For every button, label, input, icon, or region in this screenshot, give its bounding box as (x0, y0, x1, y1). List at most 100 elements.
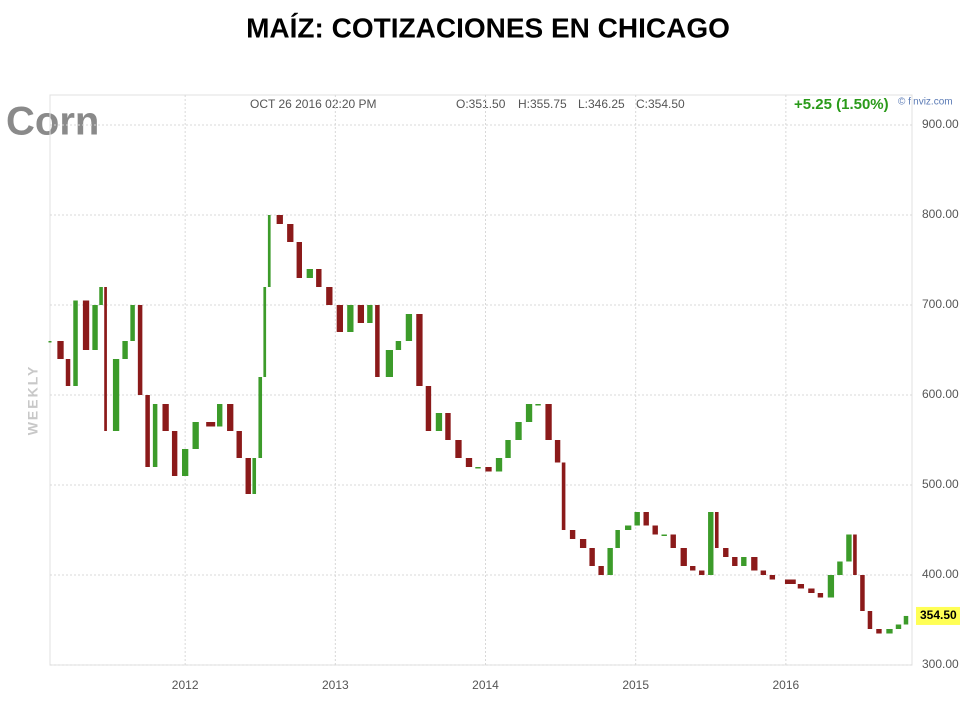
candle (425, 386, 432, 431)
candle (797, 584, 805, 589)
candle (416, 314, 423, 386)
candle (306, 269, 313, 278)
candle (827, 575, 835, 598)
candle (680, 548, 687, 566)
candle (903, 615, 909, 625)
y-tick-label: 900.00 (922, 117, 959, 131)
candle (525, 404, 533, 422)
candle (661, 534, 667, 536)
candle (589, 548, 595, 566)
candle (122, 341, 128, 359)
candle (171, 431, 178, 476)
candle (130, 305, 135, 341)
ohlc-close: C:354.50 (636, 97, 685, 111)
x-tick-label: 2014 (472, 678, 499, 692)
candle (867, 611, 873, 629)
candle (65, 359, 71, 386)
y-tick-label: 500.00 (922, 477, 959, 491)
candle (287, 224, 294, 242)
chart-title: MAÍZ: COTIZACIONES EN CHICAGO (246, 12, 730, 43)
period-label: WEEKLY (25, 365, 41, 436)
change: +5.25 (1.50%) (794, 96, 889, 113)
candle (615, 530, 620, 548)
candle (455, 440, 462, 458)
candle (607, 548, 613, 575)
source: © finviz.com (898, 97, 953, 108)
candle (104, 287, 107, 431)
candle (258, 377, 263, 458)
last-price-label: 354.50 (920, 608, 957, 622)
symbol: Corn (6, 100, 99, 144)
candle (316, 269, 322, 287)
candle (760, 570, 767, 575)
x-tick-label: 2016 (773, 678, 800, 692)
candle (769, 575, 776, 580)
candle (92, 305, 98, 350)
candle (535, 404, 541, 406)
candle (227, 404, 234, 431)
candle (808, 588, 815, 593)
candle (182, 449, 189, 476)
candle (145, 395, 150, 467)
candle (579, 539, 587, 548)
plot-frame (49, 94, 913, 666)
candle (48, 341, 52, 343)
candle (276, 215, 283, 224)
candle (652, 525, 658, 535)
candle (162, 404, 169, 431)
candle (263, 287, 267, 377)
candle (475, 467, 481, 469)
candle (784, 579, 796, 584)
candle (751, 557, 758, 571)
x-tick-label: 2013 (322, 678, 349, 692)
candle (73, 300, 78, 386)
candle (690, 566, 696, 571)
y-tick-label: 400.00 (922, 567, 959, 581)
candle (554, 440, 561, 463)
candle (505, 440, 511, 458)
x-tick-label: 2012 (172, 678, 199, 692)
candle (357, 305, 365, 323)
candle (634, 512, 640, 526)
y-tick-label: 800.00 (922, 207, 959, 221)
candle (846, 534, 852, 562)
candle (152, 404, 158, 467)
candle (137, 305, 143, 395)
candle (625, 525, 632, 530)
candle (465, 458, 473, 467)
candle (192, 422, 199, 449)
candle (876, 629, 882, 634)
candle (741, 557, 747, 566)
candle (545, 404, 552, 440)
candle (837, 561, 843, 575)
candle (245, 458, 251, 494)
candle (435, 413, 443, 431)
candle (708, 512, 714, 575)
candle (853, 534, 857, 575)
candle (699, 570, 705, 575)
candle (375, 305, 380, 377)
y-tick-label: 600.00 (922, 387, 959, 401)
candle (485, 467, 492, 472)
candle (326, 287, 333, 305)
x-tick-label: 2015 (622, 678, 649, 692)
candle (395, 341, 402, 350)
candle (296, 242, 302, 278)
last-price-box (916, 606, 960, 625)
candle (206, 422, 216, 427)
candle (99, 287, 103, 305)
timestamp: OCT 26 2016 02:20 PM (250, 97, 377, 111)
candle (495, 458, 503, 472)
candle (817, 593, 824, 598)
candle (347, 305, 354, 332)
candle (723, 548, 729, 557)
ohlc-low: L:346.25 (578, 97, 625, 111)
candle (267, 215, 271, 287)
candle (732, 557, 738, 566)
candle (367, 305, 373, 323)
candle (57, 341, 64, 359)
candle (714, 512, 719, 548)
candle (405, 314, 413, 341)
candle (385, 350, 393, 377)
